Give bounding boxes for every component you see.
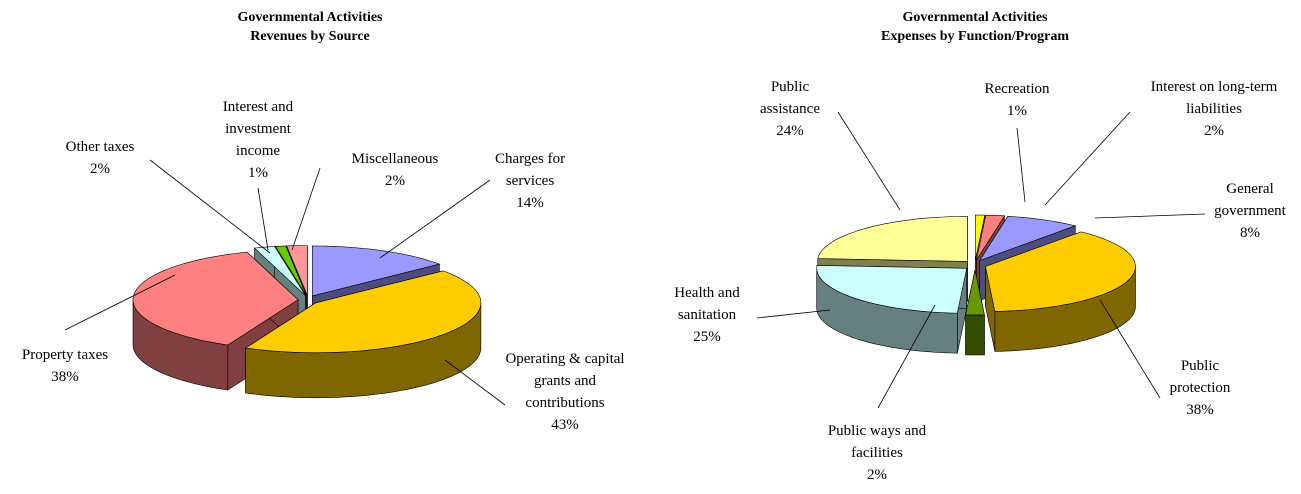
slice — [817, 216, 968, 262]
slice-label: Interest on long-term liabilities — [1150, 79, 1278, 117]
leader-line — [444, 359, 506, 406]
slice — [976, 214, 1006, 261]
slice-value-label: 43% — [551, 417, 579, 433]
slice-value-label: 1% — [1007, 103, 1027, 119]
slice — [965, 269, 985, 316]
slice-value-label: 2% — [867, 467, 887, 483]
slice-label: Public protection — [1169, 358, 1231, 396]
leader-line — [379, 179, 491, 259]
leader-line — [257, 187, 269, 251]
slice-label: Public assistance — [760, 79, 820, 117]
leader-line — [149, 159, 271, 254]
slice-value-label: 38% — [1186, 402, 1214, 418]
chart-subtitle: Expenses by Function/Program — [881, 29, 1069, 44]
slice-value-label: 25% — [693, 329, 721, 345]
chart-title: Governmental Activities — [237, 10, 383, 25]
leader-line — [877, 304, 936, 409]
slice-label: Interest and investment income — [222, 99, 294, 159]
slice-label: Operating & capital grants and contribut… — [505, 351, 625, 411]
leader-line — [1094, 213, 1206, 219]
slice-label: Recreation — [984, 81, 1050, 97]
slice-label: Other taxes — [65, 139, 135, 155]
slice-value-label: 8% — [1240, 225, 1260, 241]
slice-value-label: 24% — [776, 123, 804, 139]
slice-label: Health and sanitation — [674, 285, 740, 323]
leader-line — [756, 309, 831, 319]
slice-value-label: 1% — [248, 165, 268, 181]
slice — [816, 265, 968, 314]
slice-value-label: 2% — [1204, 123, 1224, 139]
slice-label: Charges for services — [494, 151, 566, 189]
slice — [274, 245, 307, 296]
slice-side — [965, 314, 985, 356]
slice-value-label: 14% — [516, 195, 544, 211]
leader-line — [1016, 127, 1026, 203]
slice — [985, 231, 1136, 312]
leader-line — [1044, 111, 1131, 206]
slice — [975, 214, 986, 261]
slice-label: Property taxes — [21, 347, 109, 363]
slice-label: Miscellaneous — [351, 151, 439, 167]
slice-value-label: 2% — [385, 173, 405, 189]
slice — [978, 215, 1077, 262]
chart-title: Governmental Activities — [902, 10, 1048, 25]
slice-label: Public ways and facilities — [827, 423, 927, 461]
leader-line — [291, 167, 321, 251]
leader-line — [64, 274, 176, 331]
slice — [244, 270, 482, 354]
leader-line — [1099, 299, 1161, 399]
slice — [286, 245, 308, 296]
slice — [253, 246, 306, 296]
slice-value-label: 2% — [90, 161, 110, 177]
slice — [312, 245, 441, 297]
slice-label: General government — [1214, 181, 1286, 219]
chart-subtitle: Revenues by Source — [250, 29, 370, 44]
leader-line — [837, 111, 901, 211]
slice-value-label: 38% — [51, 369, 79, 385]
